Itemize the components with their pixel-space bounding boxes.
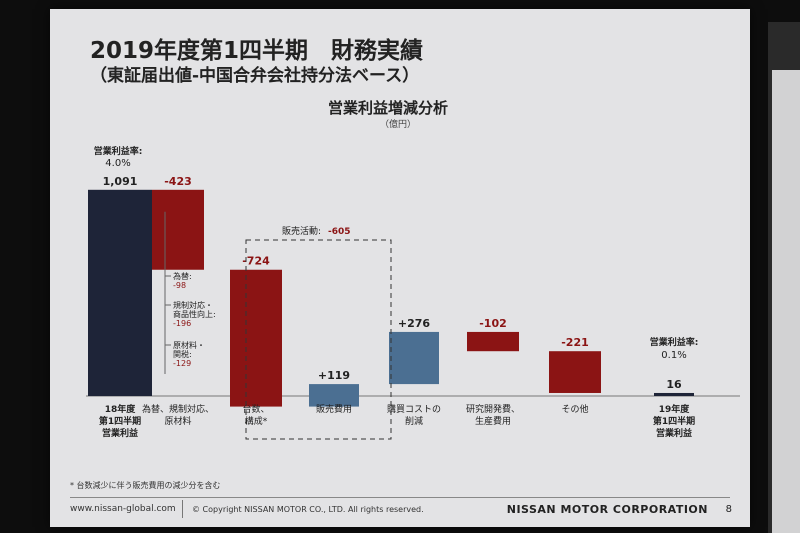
chart-category-label-1: 為替、規制対応、 — [142, 403, 214, 415]
chart-category-label-7: 第1四半期 — [653, 415, 695, 427]
chart-value-label-3: +119 — [318, 369, 350, 382]
chart-value-label-0: 1,091 — [103, 175, 138, 188]
chart-value-label-5: -102 — [479, 317, 507, 330]
chart-category-label-1: 原材料 — [164, 415, 191, 427]
chart-value-label-2: -724 — [242, 255, 270, 268]
copyright: © Copyright NISSAN MOTOR CO., LTD. All r… — [192, 505, 424, 514]
slide-title: 2019年度第1四半期 財務実績 — [90, 38, 424, 64]
chart-category-label-7: 営業利益 — [656, 427, 692, 439]
chart-category-label-5: 研究開発費、 — [466, 403, 520, 415]
sales-activity-group-box — [245, 239, 392, 440]
background-panel-edge — [772, 70, 800, 533]
slide-subtitle: （東証届出値-中国合弁会社持分法ベース） — [90, 66, 420, 86]
page-number: 8 — [725, 504, 732, 515]
margin-value-end: 0.1% — [661, 350, 686, 361]
chart-bar-0 — [88, 189, 152, 396]
chart-category-label-4: 購買コストの — [387, 403, 441, 415]
chart-category-label-6: その他 — [561, 403, 588, 415]
chart-bar-7 — [654, 392, 694, 396]
chart-category-label-5: 生産費用 — [475, 415, 511, 427]
footer-separator — [182, 500, 183, 518]
group-value: -605 — [328, 227, 351, 237]
breakdown-label-2: 原材料・ — [173, 340, 205, 350]
footer-url[interactable]: www.nissan-global.com — [70, 504, 176, 514]
waterfall-chart: 1,09118年度第1四半期営業利益-423為替、規制対応、原材料-724台数、… — [86, 145, 740, 440]
chart-category-label-4: 削減 — [405, 415, 423, 427]
margin-label-end: 営業利益率: — [650, 336, 699, 348]
chart-bar-6 — [549, 351, 601, 393]
chart-category-label-3: 販売費用 — [316, 403, 352, 415]
chart-bar-2 — [230, 269, 282, 407]
chart-category-label-0: 営業利益 — [102, 427, 138, 439]
chart-bar-5 — [467, 331, 519, 352]
chart-value-label-6: -221 — [561, 336, 589, 349]
margin-value-start: 4.0% — [105, 158, 130, 169]
chart-value-label-1: -423 — [164, 175, 192, 188]
chart-category-label-7: 19年度 — [659, 403, 691, 415]
margin-label-start: 営業利益率: — [94, 145, 143, 157]
chart-category-label-0: 第1四半期 — [99, 415, 141, 427]
chart-value-label-7: 16 — [666, 378, 682, 391]
breakdown-value-1: -196 — [173, 319, 191, 328]
chart-category-label-2: 台数、 — [242, 403, 269, 415]
chart-bar-4 — [389, 331, 439, 385]
chart-unit: （億円） — [380, 120, 417, 130]
footnote: * 台数減少に伴う販売費用の減少分を含む — [70, 481, 221, 490]
breakdown-value-2: -129 — [173, 359, 191, 368]
chart-bar-3 — [309, 384, 359, 407]
breakdown-label-0: 為替: — [173, 271, 192, 281]
group-label: 販売活動: — [282, 225, 321, 237]
breakdown-label-2: 関税: — [173, 349, 192, 359]
slide: 2019年度第1四半期 財務実績 （東証届出値-中国合弁会社持分法ベース） 営業… — [50, 9, 750, 527]
chart-bar-1 — [152, 189, 204, 270]
chart-value-label-4: +276 — [398, 317, 431, 330]
breakdown-value-0: -98 — [173, 281, 186, 290]
footer-rule — [70, 497, 730, 498]
breakdown-label-1: 商品性向上: — [173, 309, 216, 319]
brand-name: NISSAN MOTOR CORPORATION — [506, 503, 708, 516]
breakdown-label-1: 規制対応・ — [173, 300, 213, 310]
chart-category-label-0: 18年度 — [105, 403, 137, 415]
chart-category-label-2: 構成* — [245, 415, 268, 427]
chart-title: 営業利益増減分析 — [328, 99, 449, 117]
